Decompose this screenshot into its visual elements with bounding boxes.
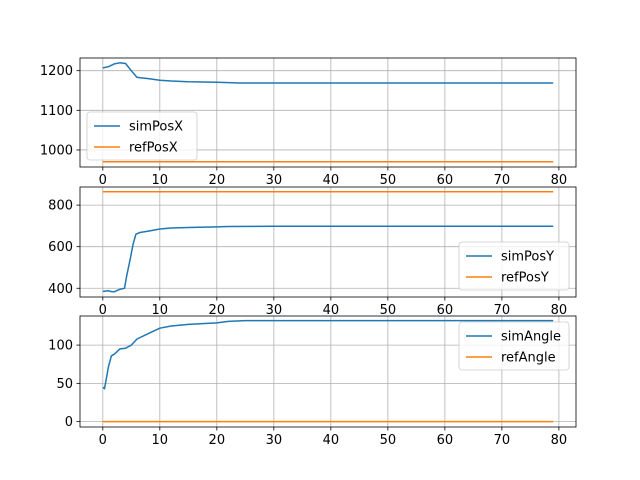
- x-tick-label: 30: [266, 173, 283, 188]
- y-tick-label: 1100: [40, 104, 73, 119]
- x-tick-label: 20: [209, 303, 226, 318]
- y-tick-label: 800: [48, 199, 73, 214]
- legend-label-simAngle: simAngle: [501, 330, 561, 345]
- x-tick-label: 10: [152, 433, 169, 448]
- x-tick-label: 70: [494, 303, 511, 318]
- y-tick-label: 0: [65, 415, 73, 430]
- x-tick-label: 0: [99, 303, 107, 318]
- axes-frame: [79, 57, 577, 168]
- y-tick-label: 600: [48, 240, 73, 255]
- x-tick-label: 50: [380, 433, 397, 448]
- x-tick-label: 10: [152, 173, 169, 188]
- legend-box: [86, 111, 198, 161]
- y-tick-label: 1000: [40, 143, 73, 158]
- y-tick-label: 50: [56, 377, 73, 392]
- y-tick-label: 1200: [40, 64, 73, 79]
- x-tick-label: 40: [323, 303, 340, 318]
- series-line-simPosY: [102, 225, 554, 293]
- x-tick-label: 80: [551, 173, 568, 188]
- x-tick-label: 70: [494, 173, 511, 188]
- x-tick-label: 60: [437, 173, 454, 188]
- x-tick-label: 40: [323, 433, 340, 448]
- x-tick-label: 0: [99, 173, 107, 188]
- y-tick-label: 400: [48, 282, 73, 297]
- x-tick-label: 60: [437, 303, 454, 318]
- legend-label-refAngle: refAngle: [501, 351, 556, 366]
- legend: simPosX refPosX: [86, 111, 198, 161]
- legend-box: [458, 241, 570, 291]
- series-line-simPosX: [102, 62, 554, 84]
- legend-label-refPosX: refPosX: [129, 141, 178, 156]
- legend: simPosY refPosY: [458, 241, 570, 291]
- x-tick-label: 20: [209, 173, 226, 188]
- legend: simAngle refAngle: [458, 321, 570, 371]
- x-tick-label: 0: [99, 433, 107, 448]
- x-tick-label: 20: [209, 433, 226, 448]
- x-tick-label: 70: [494, 433, 511, 448]
- x-tick-label: 50: [380, 173, 397, 188]
- series-line-simAngle: [102, 319, 554, 390]
- y-tick-label: 100: [48, 339, 73, 354]
- legend-box: [458, 321, 570, 371]
- x-tick-label: 30: [266, 303, 283, 318]
- subplot-2: 0 10 20 30 40 50 60 70 80 400 600 800 simPosY refPosY: [48, 186, 577, 318]
- x-tick-label: 60: [437, 433, 454, 448]
- subplot-3: 0 10 20 30 40 50 60 70 80 0 50 100 simAngle refAngle: [48, 315, 577, 448]
- subplot-1: 0 10 20 30 40 50 60 70 80 1000 1100 1200 simPosX refP…: [40, 57, 577, 188]
- legend-label-simPosY: simPosY: [501, 250, 554, 265]
- x-tick-label: 80: [551, 303, 568, 318]
- axes-frame: [79, 186, 577, 298]
- legend-label-refPosY: refPosY: [501, 271, 549, 286]
- x-tick-label: 40: [323, 173, 340, 188]
- x-tick-label: 50: [380, 303, 397, 318]
- x-tick-label: 80: [551, 433, 568, 448]
- subplots: 0 10 20 30 40 50 60 70 80100011001200simPosXrefP…: [40, 57, 577, 448]
- axes-frame: [79, 315, 577, 428]
- x-tick-label: 10: [152, 303, 169, 318]
- x-tick-label: 30: [266, 433, 283, 448]
- legend-label-simPosX: simPosX: [129, 120, 183, 135]
